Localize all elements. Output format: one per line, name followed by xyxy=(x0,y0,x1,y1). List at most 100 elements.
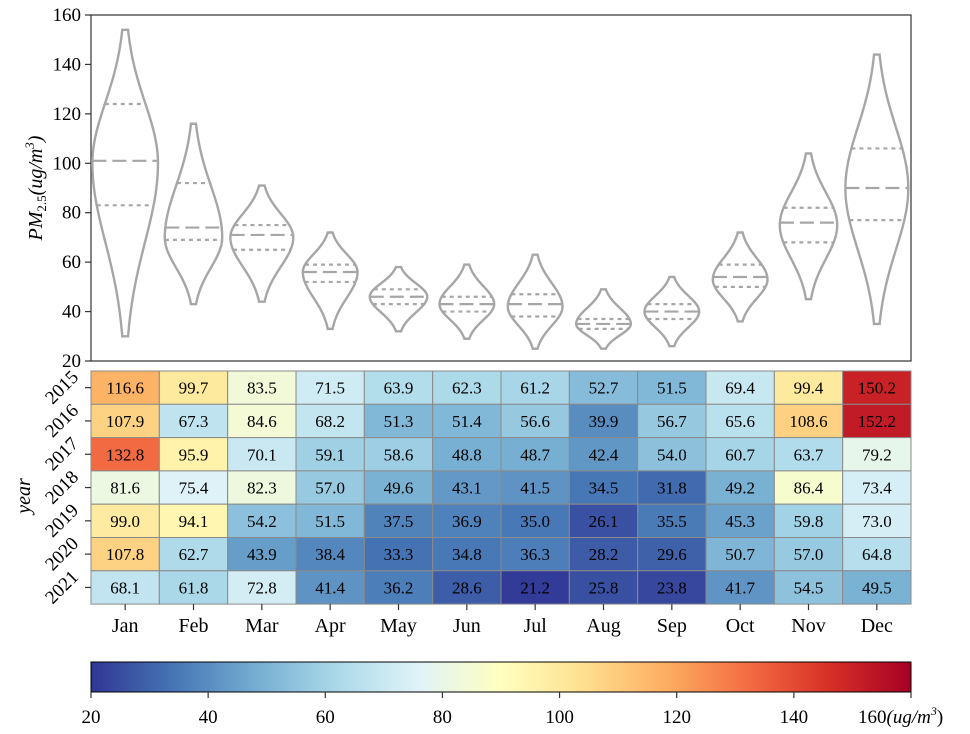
colorbar-tick-label: 80 xyxy=(433,707,452,728)
heatmap-value-label: 86.4 xyxy=(794,479,824,498)
heatmap-cell xyxy=(363,470,434,505)
violin-may xyxy=(368,265,429,333)
heatmap-cell xyxy=(568,537,639,572)
colorbar-tick-label: 100 xyxy=(545,707,574,728)
heatmap-value-label: 23.8 xyxy=(657,578,687,597)
heatmap-row-label: 2020 xyxy=(41,533,83,575)
heatmap-column-label: Feb xyxy=(179,615,209,637)
violin-mar xyxy=(229,184,295,303)
heatmap-column-label: May xyxy=(380,615,417,637)
heatmap-column-label: Mar xyxy=(245,615,279,637)
heatmap-value-label: 70.1 xyxy=(247,445,277,464)
heatmap-column-label: Sep xyxy=(657,615,687,637)
colorbar-tick-label-last-value: 160 xyxy=(858,707,887,728)
heatmap-value-label: 56.6 xyxy=(520,412,550,431)
heatmap-cell xyxy=(705,570,775,605)
heatmap-value-label: 99.7 xyxy=(179,379,209,398)
colorbar-unit-close: ) xyxy=(937,707,943,728)
colorbar: 20 40 60 80 100 120 140 160(ug/m3) xyxy=(82,661,943,728)
heatmap-cell xyxy=(227,537,297,572)
heatmap-x-axis: Jan Feb Mar Apr May Jun Jul Aug Sep Oct Nov Dec xyxy=(112,604,893,637)
heatmap-value-label: 33.3 xyxy=(384,545,414,564)
heatmap-cell xyxy=(773,370,844,405)
heatmap-value-label: 73.4 xyxy=(862,479,892,498)
heatmap-cell xyxy=(363,437,434,472)
heatmap-row-label: 2021 xyxy=(41,567,83,609)
violin-y-tick-label: 20 xyxy=(62,351,81,372)
heatmap-cell xyxy=(568,503,639,539)
heatmap-cell xyxy=(227,503,297,539)
heatmap-value-label: 67.3 xyxy=(179,412,209,431)
heatmap-cell xyxy=(432,537,502,572)
violin-series xyxy=(91,28,910,350)
violin-y-axis-label-unit-exp: 3 xyxy=(22,142,37,150)
heatmap-value-label: 83.5 xyxy=(247,379,277,398)
violin-y-tick-label: 160 xyxy=(53,5,82,26)
heatmap-value-label: 48.8 xyxy=(452,445,482,464)
violin-y-tick-label: 40 xyxy=(62,302,81,323)
heatmap-column-label: Aug xyxy=(586,615,620,637)
heatmap-column-label: Jan xyxy=(112,615,139,637)
heatmap-value-label: 59.1 xyxy=(315,445,345,464)
heatmap-value-label: 41.5 xyxy=(520,479,550,498)
violin-y-axis-label-sub: 2.5 xyxy=(34,195,49,211)
heatmap-cell xyxy=(842,437,912,472)
heatmap-value-label: 42.4 xyxy=(589,445,619,464)
heatmap-value-label: 37.5 xyxy=(384,512,414,531)
heatmap-cell xyxy=(432,437,502,472)
heatmap-value-label: 28.2 xyxy=(589,545,619,564)
heatmap-column-label: Nov xyxy=(791,615,825,637)
heatmap-value-label: 75.4 xyxy=(179,479,209,498)
heatmap-value-label: 51.5 xyxy=(657,379,687,398)
violin-y-tick-label: 100 xyxy=(53,153,82,174)
heatmap-column-label: Oct xyxy=(726,615,755,637)
heatmap-cell xyxy=(295,370,365,405)
heatmap-cell xyxy=(568,570,639,605)
heatmap-column-label: Dec xyxy=(861,615,893,637)
colorbar-tick-label-last: 160(ug/m3) xyxy=(858,704,943,728)
heatmap-value-label: 36.2 xyxy=(384,578,414,597)
violin-feb xyxy=(163,122,224,306)
heatmap-value-label: 25.8 xyxy=(589,578,619,597)
heatmap-value-label: 49.2 xyxy=(725,479,755,498)
heatmap-cell xyxy=(637,537,707,572)
heatmap-value-label: 81.6 xyxy=(110,479,140,498)
heatmap: 116.6 99.7 83.5 71.5 63.9 62.3 61.2 52.7 51.5 69.… xyxy=(13,367,912,637)
heatmap-value-label: 61.8 xyxy=(179,578,209,597)
heatmap-value-label: 57.0 xyxy=(315,479,345,498)
heatmap-value-label: 64.8 xyxy=(862,545,892,564)
heatmap-value-label: 43.1 xyxy=(452,479,482,498)
heatmap-value-label: 34.8 xyxy=(452,545,482,564)
heatmap-value-label: 63.9 xyxy=(384,379,414,398)
colorbar-tick-label: 60 xyxy=(316,707,335,728)
violin-y-axis-label-unit-close: ) xyxy=(25,135,47,143)
heatmap-cell xyxy=(363,403,434,439)
heatmap-column-label: Apr xyxy=(315,615,346,637)
heatmap-value-labels: 116.6 99.7 83.5 71.5 63.9 62.3 61.2 52.7 51.5 69.… xyxy=(106,379,896,598)
heatmap-value-label: 51.4 xyxy=(452,412,482,431)
heatmap-cell xyxy=(500,437,570,472)
heatmap-row-label: 2019 xyxy=(41,500,83,542)
heatmap-cell xyxy=(295,570,365,605)
violin-y-tick-label: 80 xyxy=(62,203,81,224)
violin-y-tick-label: 60 xyxy=(62,252,81,273)
heatmap-column-label: Jul xyxy=(523,615,547,637)
heatmap-value-label: 68.2 xyxy=(315,412,345,431)
heatmap-cell xyxy=(158,470,229,505)
heatmap-cell xyxy=(842,570,912,605)
heatmap-cell xyxy=(705,503,775,539)
violin-y-tick-label: 120 xyxy=(53,104,82,125)
heatmap-value-label: 65.6 xyxy=(725,412,755,431)
heatmap-value-label: 84.6 xyxy=(247,412,277,431)
heatmap-value-label: 41.7 xyxy=(725,578,755,597)
heatmap-cell xyxy=(637,503,707,539)
heatmap-cell xyxy=(158,370,229,405)
violin-jun xyxy=(438,263,496,340)
heatmap-cell xyxy=(295,503,365,539)
heatmap-cell xyxy=(227,470,297,505)
heatmap-cell xyxy=(773,437,844,472)
heatmap-value-label: 132.8 xyxy=(106,445,144,464)
heatmap-value-label: 68.1 xyxy=(110,578,140,597)
heatmap-value-label: 95.9 xyxy=(179,445,209,464)
